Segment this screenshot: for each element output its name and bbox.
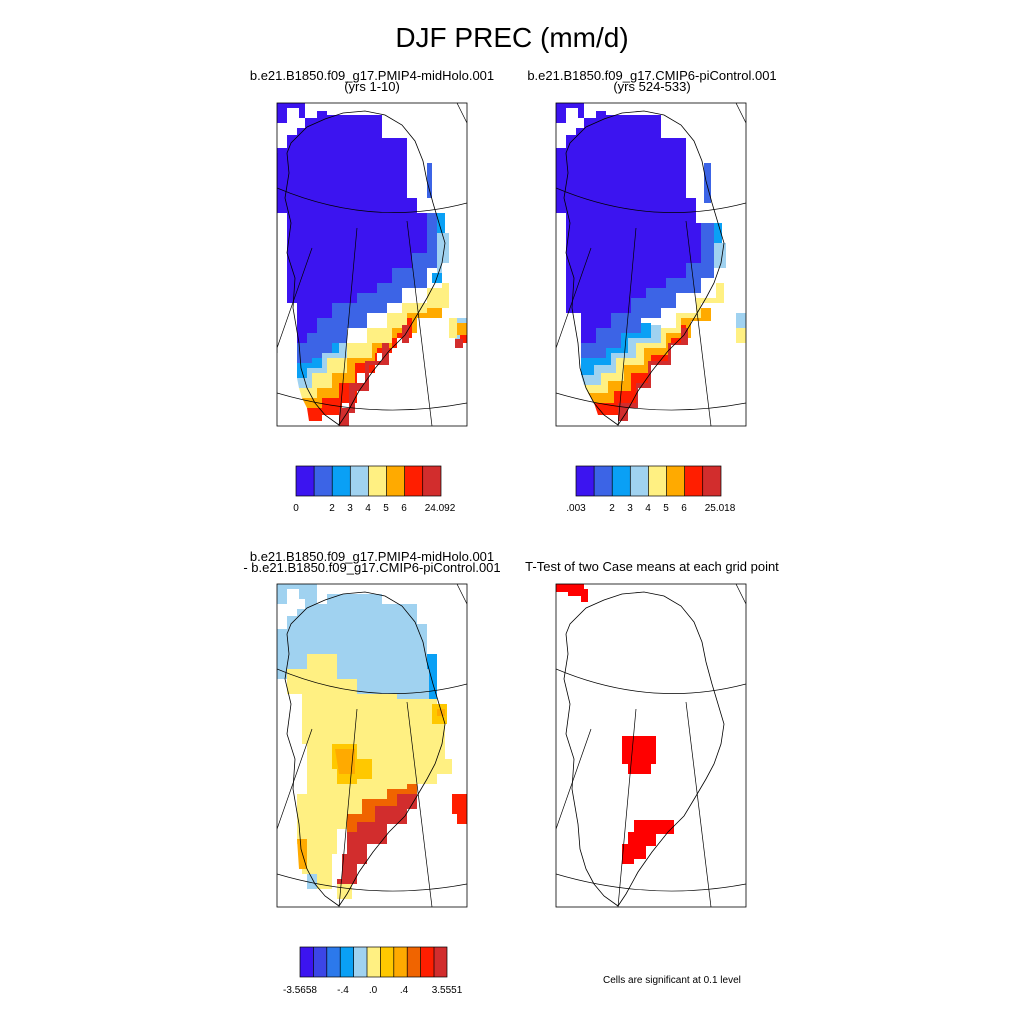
colorbar-label: 4 xyxy=(365,503,371,514)
map-frame xyxy=(555,102,747,427)
precip-cells-band-3 xyxy=(297,233,467,388)
diff-cells-dark-orange xyxy=(347,784,417,832)
ocean-mask xyxy=(556,108,584,148)
map-panel-ttest xyxy=(555,583,747,908)
colorbar-label: 2 xyxy=(329,503,335,514)
colorbar-label: -3.5658 xyxy=(283,985,317,996)
map-panel-case1 xyxy=(276,102,468,427)
graticule xyxy=(277,584,467,907)
greenland-coastline xyxy=(563,591,725,907)
precip-cells-band-4 xyxy=(584,283,746,393)
colorbar-label: 4 xyxy=(645,503,651,514)
colorbar-label: 6 xyxy=(401,503,407,514)
map-frame xyxy=(276,583,468,908)
ocean-mask xyxy=(277,108,305,148)
panel-title-line1: b.e21.B1850.f09_g17.PMIP4-midHolo.001 xyxy=(249,68,495,83)
precip-cells-band-0 xyxy=(556,103,701,343)
colorbar-swatches xyxy=(576,466,721,496)
greenland-coastline xyxy=(284,591,446,907)
panel-title-ttest: T-Test of two Case means at each grid po… xyxy=(452,559,852,574)
panel-title-case1: b.e21.B1850.f09_g17.PMIP4-midHolo.001 (y… xyxy=(172,68,572,94)
greenland-coastline xyxy=(284,110,446,426)
colorbar-label: .4 xyxy=(399,985,409,996)
panel-title-line1: T-Test of two Case means at each grid po… xyxy=(525,559,779,574)
map-panel-diff xyxy=(276,583,468,908)
diff-cells-red xyxy=(452,794,467,824)
colorbar-case2 xyxy=(575,465,722,497)
diff-cells-light-blue xyxy=(277,584,437,699)
colorbar-label: 6 xyxy=(681,503,687,514)
ocean-mask xyxy=(277,584,327,629)
panel-title-line1: b.e21.B1850.f09_g17.PMIP4-midHolo.001 xyxy=(249,549,495,564)
colorbar-label: 0 xyxy=(293,503,299,514)
colorbar-label: 5 xyxy=(663,503,669,514)
colorbar-label: 5 xyxy=(383,503,389,514)
precip-cells-band-7 xyxy=(618,328,688,421)
colorbar-label: 3 xyxy=(347,503,353,514)
precip-cells-band-3 xyxy=(581,243,746,385)
map-frame xyxy=(276,102,468,427)
panel-title-case2: b.e21.B1850.f09_g17.CMIP6-piControl.001 … xyxy=(452,68,852,94)
diff-cells-gold xyxy=(332,704,447,784)
colorbar-diff xyxy=(299,946,448,978)
colorbar-label: 3.5551 xyxy=(431,985,463,996)
colorbar-label: 3 xyxy=(627,503,633,514)
colorbar-label: -.4 xyxy=(337,985,349,996)
graticule xyxy=(277,103,467,426)
panel-title-line2: (yrs 1-10) xyxy=(344,79,400,94)
panel-title-line1: b.e21.B1850.f09_g17.CMIP6-piControl.001 xyxy=(527,68,777,83)
significance-note: Cells are significant at 0.1 level xyxy=(603,975,741,986)
panel-title-line2: (yrs 524-533) xyxy=(613,79,691,94)
colorbar-label: 24.092 xyxy=(424,503,456,514)
diff-cells-dark-red xyxy=(337,794,417,894)
precip-cells-band-1 xyxy=(297,163,437,363)
figure-title: DJF PREC (mm/d) xyxy=(395,22,629,53)
precip-cells-band-4 xyxy=(299,283,457,398)
greenland-coastline xyxy=(563,110,725,426)
map-panel-case2 xyxy=(555,102,747,427)
colorbar-label: .0 xyxy=(368,985,378,996)
colorbar-swatches xyxy=(300,947,447,977)
precip-cells-band-2 xyxy=(581,223,722,375)
colorbar-label: 2 xyxy=(609,503,615,514)
map-frame xyxy=(555,583,747,908)
colorbar-label: 25.018 xyxy=(704,503,736,514)
panel-title-diff: b.e21.B1850.f09_g17.PMIP4-midHolo.001 - … xyxy=(172,549,572,575)
graticule xyxy=(556,103,746,426)
diff-cells-pale-edge xyxy=(317,879,352,899)
precip-cells-band-6 xyxy=(594,325,686,415)
significant-cells xyxy=(556,584,674,864)
graticule xyxy=(556,584,746,907)
diff-cells-light-blue-edge xyxy=(307,874,317,889)
precip-cells-band-7 xyxy=(339,325,463,426)
precip-cells-band-5 xyxy=(588,308,711,403)
colorbar-label: .003 xyxy=(566,503,586,514)
colorbar-case1 xyxy=(295,465,442,497)
panel-title-line2: - b.e21.B1850.f09_g17.CMIP6-piControl.00… xyxy=(243,560,501,575)
colorbar-swatches xyxy=(296,466,441,496)
precip-cells-band-6 xyxy=(307,318,467,421)
